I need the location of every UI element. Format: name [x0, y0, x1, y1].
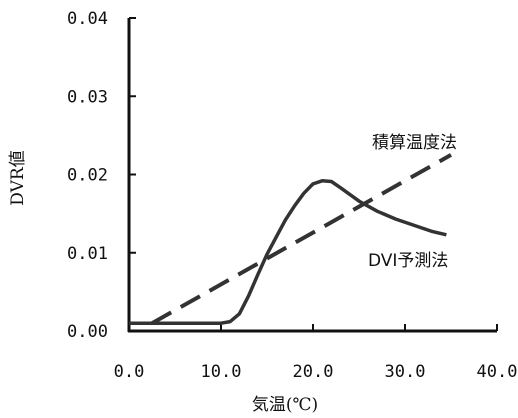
x-tick-label: 0.0 — [114, 362, 145, 382]
series-lines — [129, 153, 452, 325]
tick-marks: 0.00 0.01 0.02 0.03 0.04 0.0 10.0 20.0 30.0 40.0 — [67, 9, 517, 382]
x-tick-label: 40.0 — [477, 362, 518, 382]
x-tick-label: 20.0 — [293, 362, 334, 382]
y-tick-label: 0.00 — [67, 322, 108, 342]
y-tick-label: 0.02 — [67, 166, 108, 186]
x-axis-title: 気温(℃) — [252, 395, 318, 415]
y-axis-title: DVR値 — [8, 150, 28, 205]
x-tick-label: 10.0 — [201, 362, 242, 382]
series-line-dvi — [129, 179, 447, 325]
series-label-sekisan: 積算温度法 — [372, 133, 457, 153]
y-tick-label: 0.04 — [67, 9, 108, 29]
x-tick-label: 30.0 — [385, 362, 426, 382]
series-line-sekisan — [151, 153, 452, 325]
y-tick-label: 0.01 — [67, 244, 108, 264]
y-tick-label: 0.03 — [67, 87, 108, 107]
labels: DVR値 気温(℃) 積算温度法 DVI予測法 — [8, 133, 457, 415]
axes — [127, 18, 497, 333]
series-label-dvi: DVI予測法 — [368, 251, 448, 271]
